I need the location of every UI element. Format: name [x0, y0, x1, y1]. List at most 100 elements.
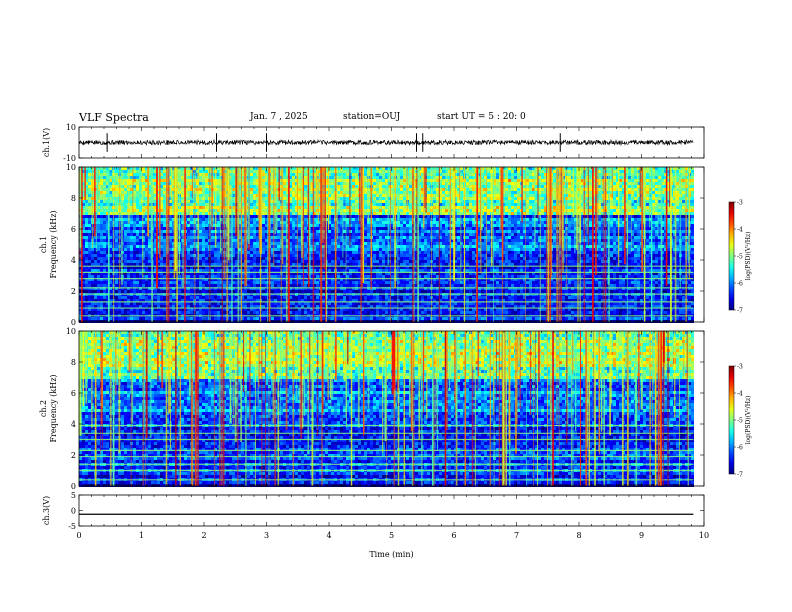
spectrogram-cell: [127, 224, 130, 227]
spectrogram-cell: [181, 221, 184, 224]
spectrogram-cell: [352, 200, 355, 203]
spectrogram-cell: [238, 200, 241, 203]
spectrogram-cell: [154, 197, 157, 200]
spectrogram-cell: [460, 200, 463, 203]
spectrogram-cell: [691, 227, 694, 230]
spectrogram-cell: [85, 212, 88, 215]
spectrogram-cell: [115, 200, 118, 203]
spectrogram-cell: [205, 191, 208, 194]
spectrogram-cell: [409, 200, 412, 203]
spectrogram-cell: [199, 233, 202, 236]
spectrogram-cell: [403, 209, 406, 212]
spectrogram-cell: [148, 221, 151, 224]
spectrogram-cell: [217, 236, 220, 239]
spectrogram-cell: [304, 167, 307, 170]
spectrogram-cell: [379, 185, 382, 188]
spectrogram-cell: [598, 209, 601, 212]
spectrogram-cell: [352, 227, 355, 230]
spectrogram-cell: [193, 224, 196, 227]
spectrogram-cell: [352, 167, 355, 170]
spectrogram-cell: [295, 173, 298, 176]
spectrogram-cell: [160, 182, 163, 185]
spectrogram-cell: [229, 194, 232, 197]
spectrogram-cell: [97, 212, 100, 215]
spectrogram-cell: [157, 200, 160, 203]
spectrogram-cell: [487, 221, 490, 224]
spectrogram-cell: [466, 206, 469, 209]
spectrogram-cell: [265, 215, 268, 218]
spectrogram-cell: [103, 236, 106, 239]
spectrogram-cell: [376, 230, 379, 233]
spectrogram-cell: [379, 200, 382, 203]
spectrogram-cell: [529, 200, 532, 203]
spectrogram-cell: [391, 170, 394, 173]
spectrogram-cell: [376, 185, 379, 188]
spectrogram-cell: [658, 185, 661, 188]
spectrogram-cell: [634, 179, 637, 182]
spectrogram-cell: [103, 224, 106, 227]
spectrogram-cell: [88, 194, 91, 197]
spectrogram-cell: [436, 188, 439, 191]
spectrogram-cell: [511, 191, 514, 194]
spectrogram-cell: [457, 182, 460, 185]
spectrogram-cell: [400, 185, 403, 188]
spectrogram-cell: [169, 218, 172, 221]
spectrogram-cell: [589, 197, 592, 200]
spectrogram-cell: [187, 224, 190, 227]
spectrogram-cell: [130, 188, 133, 191]
spectrogram-cell: [511, 218, 514, 221]
spectrogram-cell: [181, 173, 184, 176]
spectrogram-cell: [331, 191, 334, 194]
spectrogram-cell: [436, 194, 439, 197]
spectrogram-cell: [358, 224, 361, 227]
spectrogram-cell: [379, 212, 382, 215]
spectrogram-cell: [439, 224, 442, 227]
spectrogram-cell: [229, 236, 232, 239]
spectrogram-cell: [631, 170, 634, 173]
spectrogram-cell: [256, 233, 259, 236]
spectrogram-cell: [388, 233, 391, 236]
spectrogram-cell: [460, 212, 463, 215]
spectrogram-cell: [523, 167, 526, 170]
spectrogram-cell: [346, 191, 349, 194]
spectrogram-cell: [496, 185, 499, 188]
spectrogram-cell: [364, 224, 367, 227]
spectrogram-cell: [283, 194, 286, 197]
spectrogram-cell: [664, 191, 667, 194]
spectrogram-cell: [634, 218, 637, 221]
spectrogram-cell: [328, 224, 331, 227]
spectrogram-cell: [403, 176, 406, 179]
spectrogram-cell: [103, 179, 106, 182]
spectrogram-cell: [295, 203, 298, 206]
spectrogram-cell: [202, 185, 205, 188]
spectrogram-cell: [409, 206, 412, 209]
spectrogram-cell: [619, 182, 622, 185]
spectrogram-cell: [205, 218, 208, 221]
spectrogram-cell: [304, 224, 307, 227]
spectrogram-cell: [262, 188, 265, 191]
spectrogram-cell: [682, 194, 685, 197]
spectrogram-cell: [313, 197, 316, 200]
spectrogram-cell: [409, 209, 412, 212]
spectrogram-cell: [106, 185, 109, 188]
spectrogram-cell: [469, 212, 472, 215]
spectrogram-cell: [613, 227, 616, 230]
spectrogram-cell: [520, 236, 523, 239]
spectrogram-cell: [103, 200, 106, 203]
spectrogram-cell: [664, 221, 667, 224]
spectrogram-cell: [628, 185, 631, 188]
spectrogram-cell: [457, 173, 460, 176]
spectrogram-cell: [625, 167, 628, 170]
spectrogram-cell: [532, 179, 535, 182]
spectrogram-cell: [88, 167, 91, 170]
spectrogram-cell: [220, 230, 223, 233]
spectrogram-cell: [232, 224, 235, 227]
spectrogram-cell: [652, 233, 655, 236]
spectrogram-cell: [346, 215, 349, 218]
spectrogram-cell: [523, 221, 526, 224]
spectrogram-cell: [676, 179, 679, 182]
spectrogram-cell: [193, 188, 196, 191]
spectrogram-cell: [262, 194, 265, 197]
spectrogram-cell: [181, 167, 184, 170]
spectrogram-cell: [217, 182, 220, 185]
